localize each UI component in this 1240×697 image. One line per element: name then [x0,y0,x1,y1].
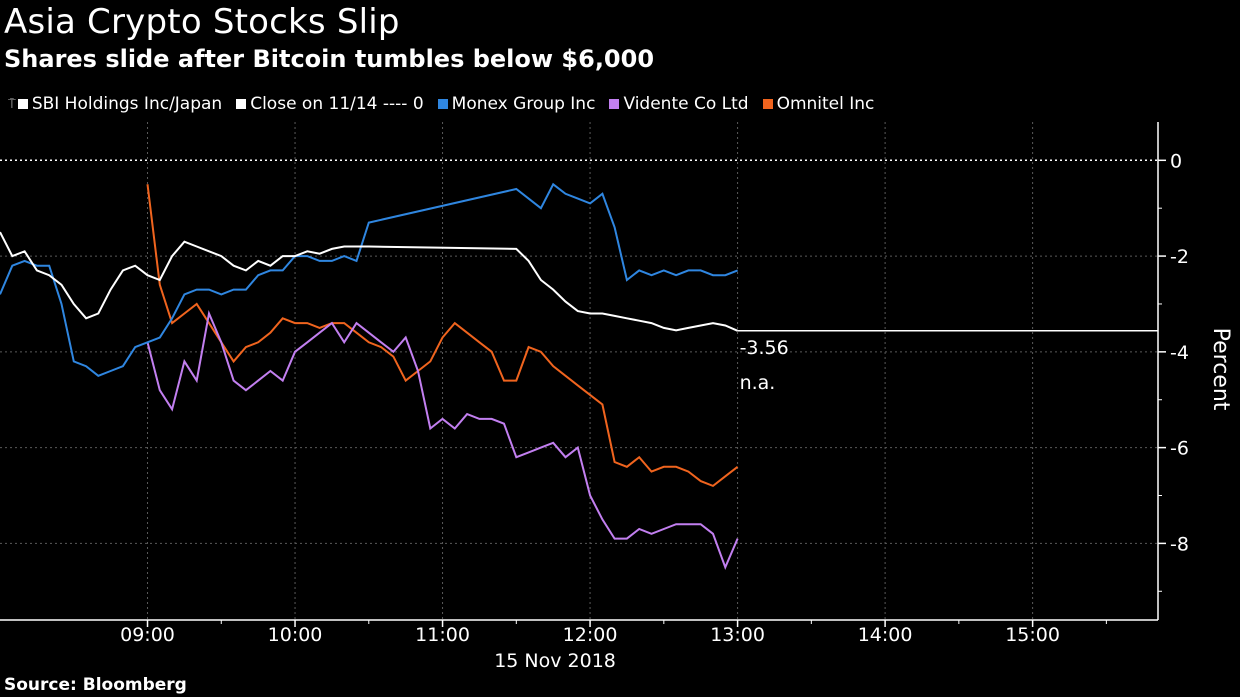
y-tick-label: -2 [1170,246,1189,268]
legend-label-close: Close on 11/14 ---- 0 [250,94,424,114]
last-value-label: -3.56 [740,337,789,359]
y-tick-label: 0 [1170,150,1182,172]
x-tick-label: 10:00 [268,624,323,646]
legend-item-omnitel[interactable]: Omnitel Inc [762,94,875,114]
x-tick-label: 11:00 [415,624,470,646]
pin-icon: ⍑ [8,96,16,112]
x-tick-label: 14:00 [858,624,913,646]
x-tick-label: 12:00 [563,624,618,646]
legend-label-sbi: SBI Holdings Inc/Japan [31,94,223,114]
y-tick-label: -4 [1170,342,1189,364]
y-axis-title: Percent [1208,328,1233,411]
y-tick-label: -8 [1170,533,1189,555]
legend-swatch-sbi [17,99,28,109]
legend-label-monex: Monex Group Inc [451,94,596,114]
chart-source: Source: Bloomberg [4,675,187,695]
series-line-monex [0,182,738,377]
legend-item-sbi[interactable]: ⍑ SBI Holdings Inc/Japan [8,94,222,114]
legend-label-vidente: Vidente Co Ltd [623,94,749,114]
y-tick-label: -6 [1170,438,1189,460]
x-axis-label: 15 Nov 2018 [494,650,616,672]
x-tick-label: 09:00 [120,624,175,646]
chart-title: Asia Crypto Stocks Slip [4,2,400,42]
series-line-sbi [0,231,738,332]
chart-subtitle: Shares slide after Bitcoin tumbles below… [4,45,655,73]
legend-item-close[interactable]: Close on 11/14 ---- 0 [236,94,424,114]
x-tick-label: 15:00 [1005,624,1060,646]
x-tick-label: 13:00 [710,624,765,646]
legend-label-omnitel: Omnitel Inc [776,94,875,114]
series-line-vidente [146,310,739,571]
legend-swatch-vidente [609,99,620,109]
legend-item-monex[interactable]: Monex Group Inc [437,94,596,114]
legend-swatch-monex [437,99,448,109]
chart-legend: ⍑ SBI Holdings Inc/Japan Close on 11/14 … [8,93,888,115]
na-label: n.a. [740,372,776,394]
series-line-omnitel [146,184,739,488]
legend-swatch-close [236,99,247,109]
legend-item-vidente[interactable]: Vidente Co Ltd [609,94,749,114]
legend-swatch-omnitel [762,99,773,109]
